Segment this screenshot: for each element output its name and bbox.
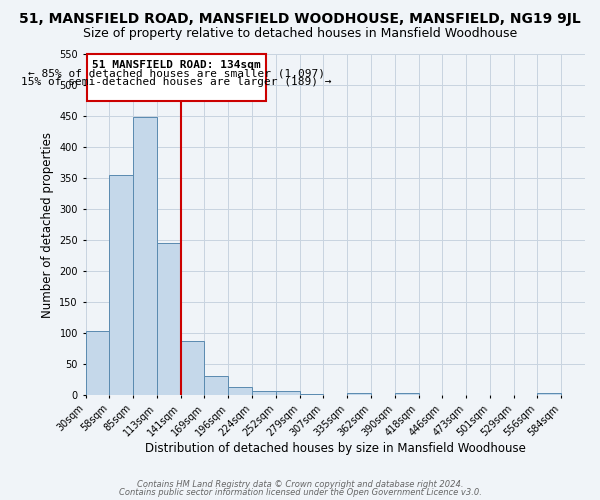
- X-axis label: Distribution of detached houses by size in Mansfield Woodhouse: Distribution of detached houses by size …: [145, 442, 526, 455]
- Bar: [109, 175, 133, 395]
- Text: ← 85% of detached houses are smaller (1,097): ← 85% of detached houses are smaller (1,…: [28, 69, 325, 79]
- Y-axis label: Number of detached properties: Number of detached properties: [41, 132, 54, 318]
- Bar: [133, 118, 157, 395]
- Text: Contains HM Land Registry data © Crown copyright and database right 2024.: Contains HM Land Registry data © Crown c…: [137, 480, 463, 489]
- Bar: [157, 243, 181, 395]
- Bar: [323, 394, 347, 395]
- Bar: [395, 392, 419, 395]
- Bar: [181, 341, 205, 395]
- Text: Size of property relative to detached houses in Mansfield Woodhouse: Size of property relative to detached ho…: [83, 28, 517, 40]
- Bar: [252, 392, 276, 395]
- Bar: [228, 386, 252, 395]
- FancyBboxPatch shape: [87, 54, 266, 100]
- Bar: [299, 394, 323, 395]
- Bar: [538, 394, 561, 395]
- Text: 51 MANSFIELD ROAD: 134sqm: 51 MANSFIELD ROAD: 134sqm: [92, 60, 261, 70]
- Bar: [347, 392, 371, 395]
- Bar: [276, 391, 299, 395]
- Bar: [205, 376, 228, 395]
- Text: Contains public sector information licensed under the Open Government Licence v3: Contains public sector information licen…: [119, 488, 481, 497]
- Bar: [86, 332, 109, 395]
- Text: 15% of semi-detached houses are larger (189) →: 15% of semi-detached houses are larger (…: [21, 77, 332, 87]
- Text: 51, MANSFIELD ROAD, MANSFIELD WOODHOUSE, MANSFIELD, NG19 9JL: 51, MANSFIELD ROAD, MANSFIELD WOODHOUSE,…: [19, 12, 581, 26]
